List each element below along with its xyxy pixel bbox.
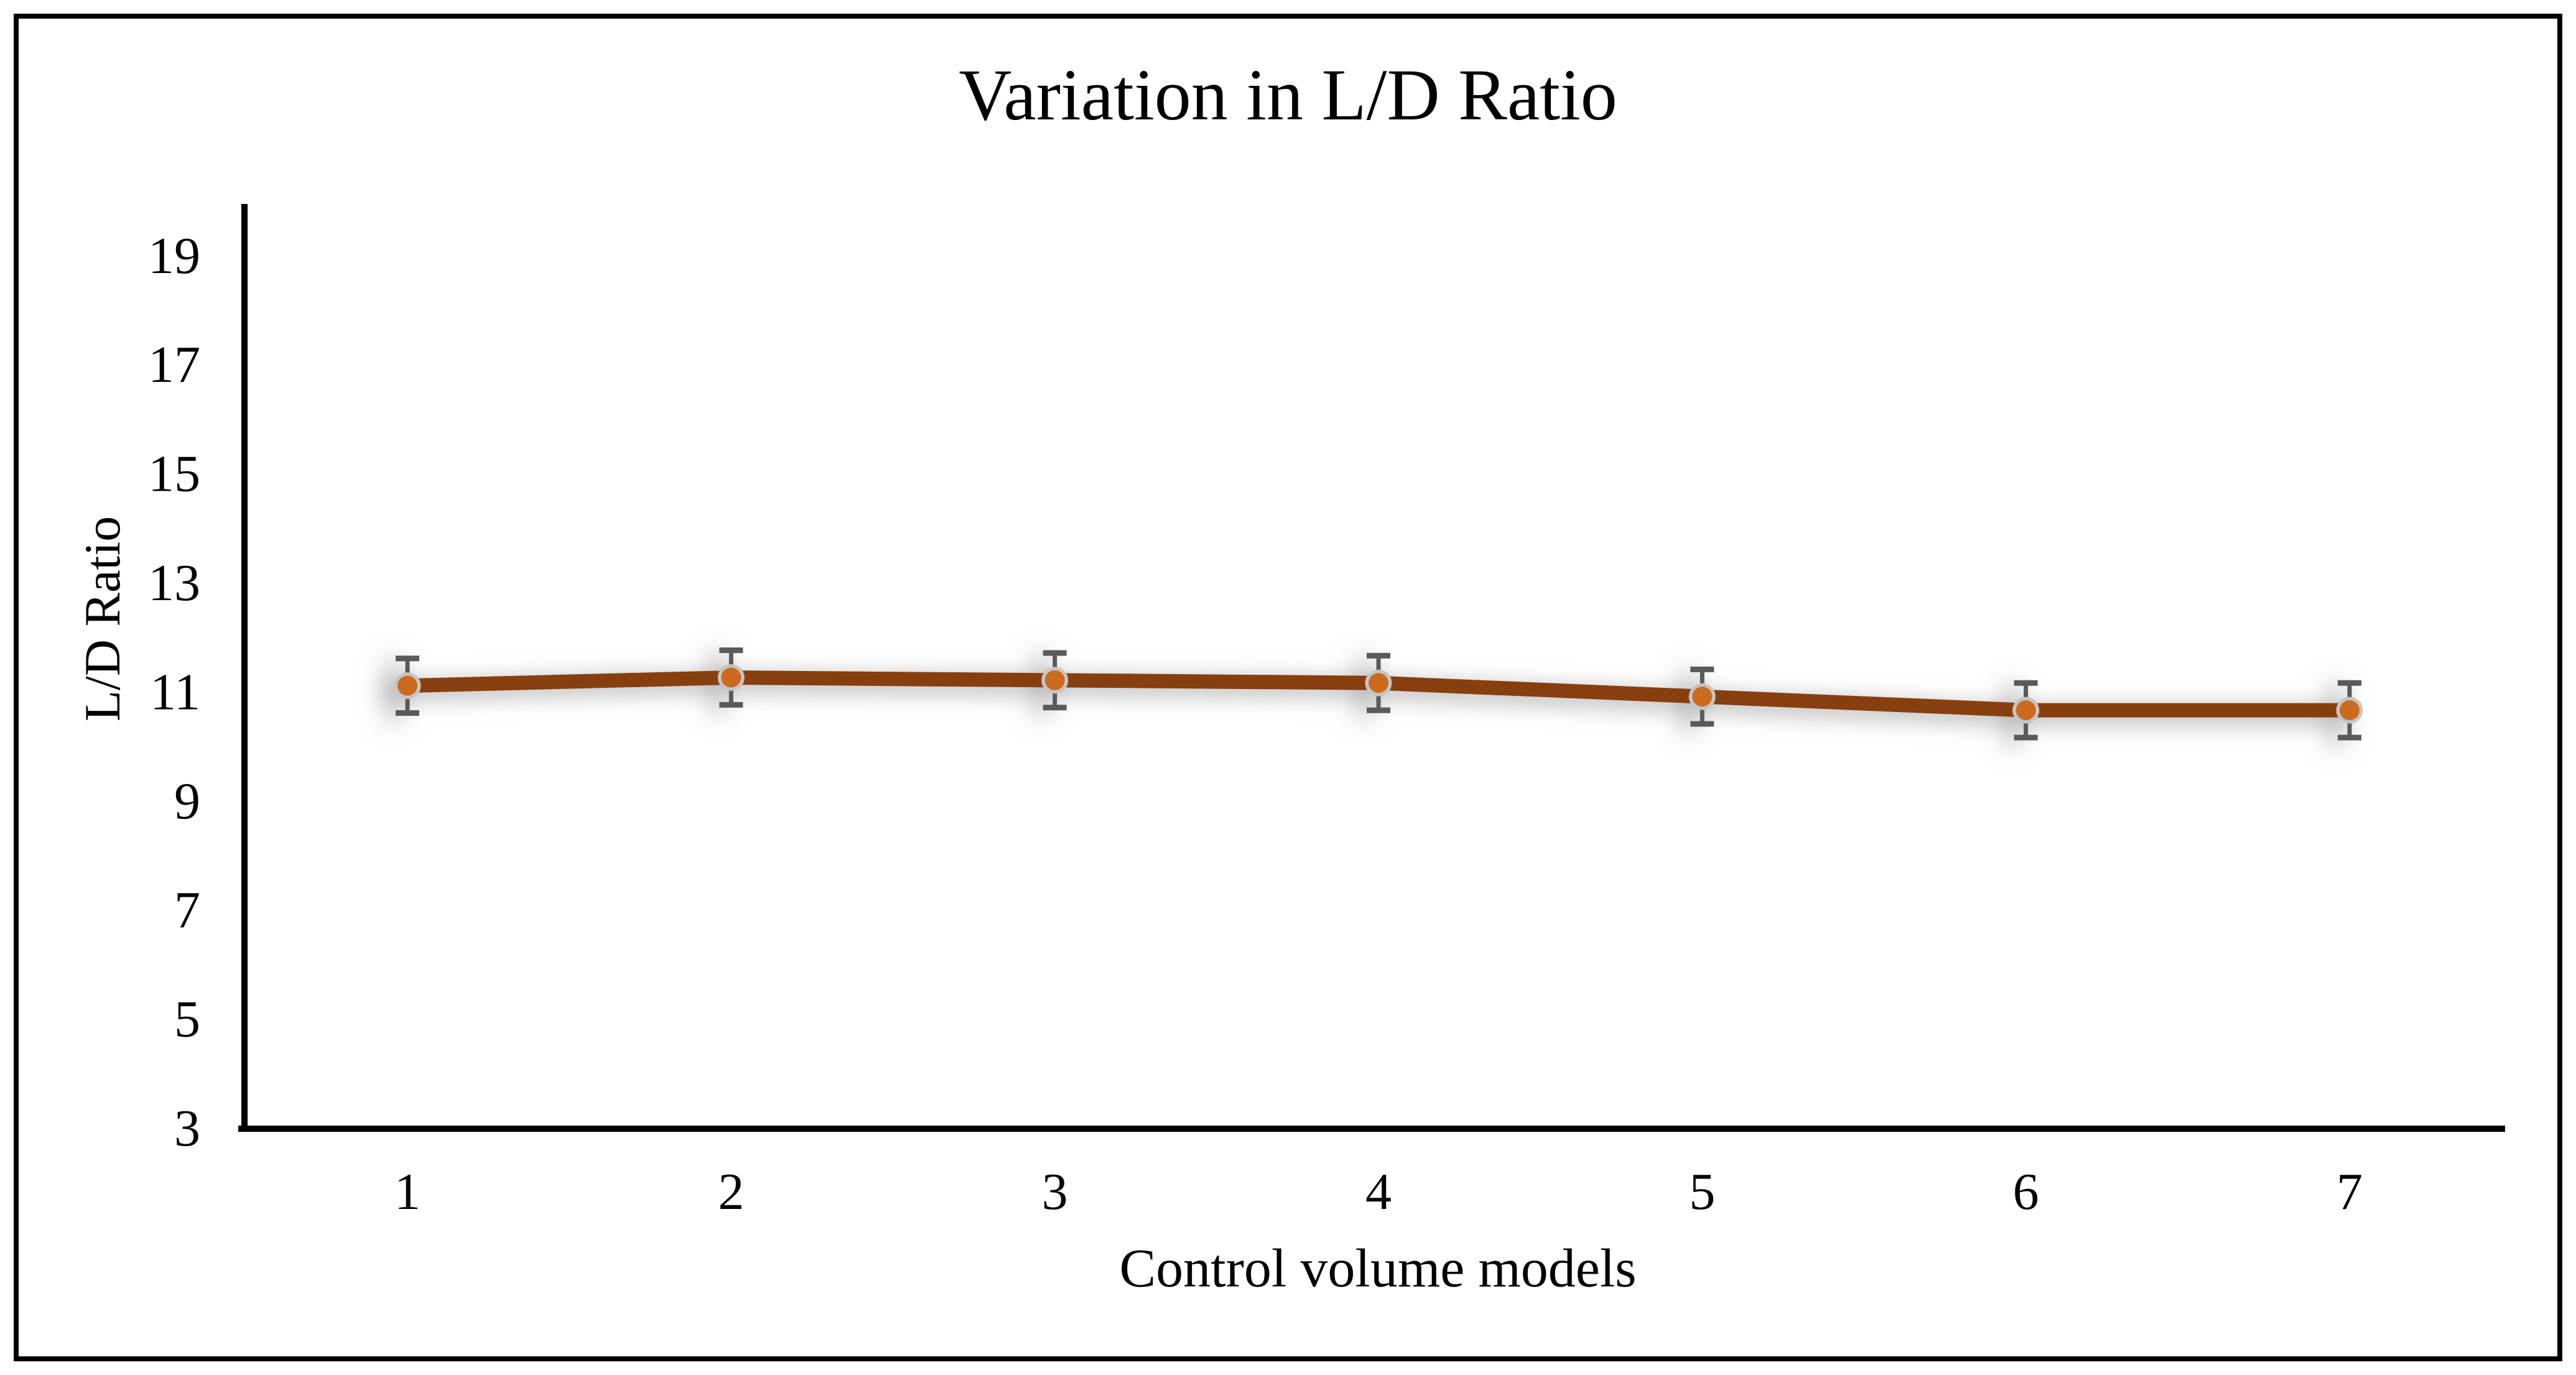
x-tick-label: 1	[394, 1163, 421, 1221]
y-tick-label: 17	[148, 336, 200, 394]
data-point-marker	[2336, 697, 2363, 724]
x-axis-title: Control volume models	[1119, 1238, 1637, 1299]
marker-dot	[2016, 700, 2036, 721]
y-tick-label: 3	[174, 1100, 200, 1157]
y-tick-label: 11	[150, 663, 200, 721]
y-tick-label: 7	[174, 881, 200, 939]
y-tick-label: 5	[174, 991, 200, 1049]
series-ld-ratio	[394, 647, 2363, 741]
chart-title: Variation in L/D Ratio	[959, 54, 1617, 136]
marker-dot	[398, 675, 417, 696]
y-tick-label: 9	[174, 772, 200, 830]
data-point-marker	[1688, 683, 1716, 710]
y-tick-label: 19	[148, 227, 200, 285]
x-tick-label: 2	[718, 1163, 744, 1221]
data-point-marker	[394, 672, 421, 700]
marker-dot	[721, 667, 742, 688]
y-tick-label: 15	[148, 445, 200, 503]
x-tick-label: 5	[1689, 1163, 1715, 1221]
data-point-marker	[1041, 667, 1069, 694]
x-tick-label: 6	[2013, 1163, 2039, 1221]
data-point-marker	[2012, 697, 2040, 724]
data-point-marker	[1365, 669, 1392, 697]
marker-dot	[1368, 673, 1388, 693]
marker-dot	[1692, 687, 1713, 707]
x-tick-label: 4	[1365, 1163, 1392, 1221]
data-point-marker	[717, 664, 745, 691]
x-tick-label: 3	[1042, 1163, 1068, 1221]
marker-dot	[2339, 700, 2360, 721]
marker-dot	[1044, 670, 1065, 690]
y-tick-label: 13	[148, 554, 200, 612]
figure-border	[14, 14, 2562, 1361]
x-tick-label: 7	[2337, 1163, 2363, 1221]
